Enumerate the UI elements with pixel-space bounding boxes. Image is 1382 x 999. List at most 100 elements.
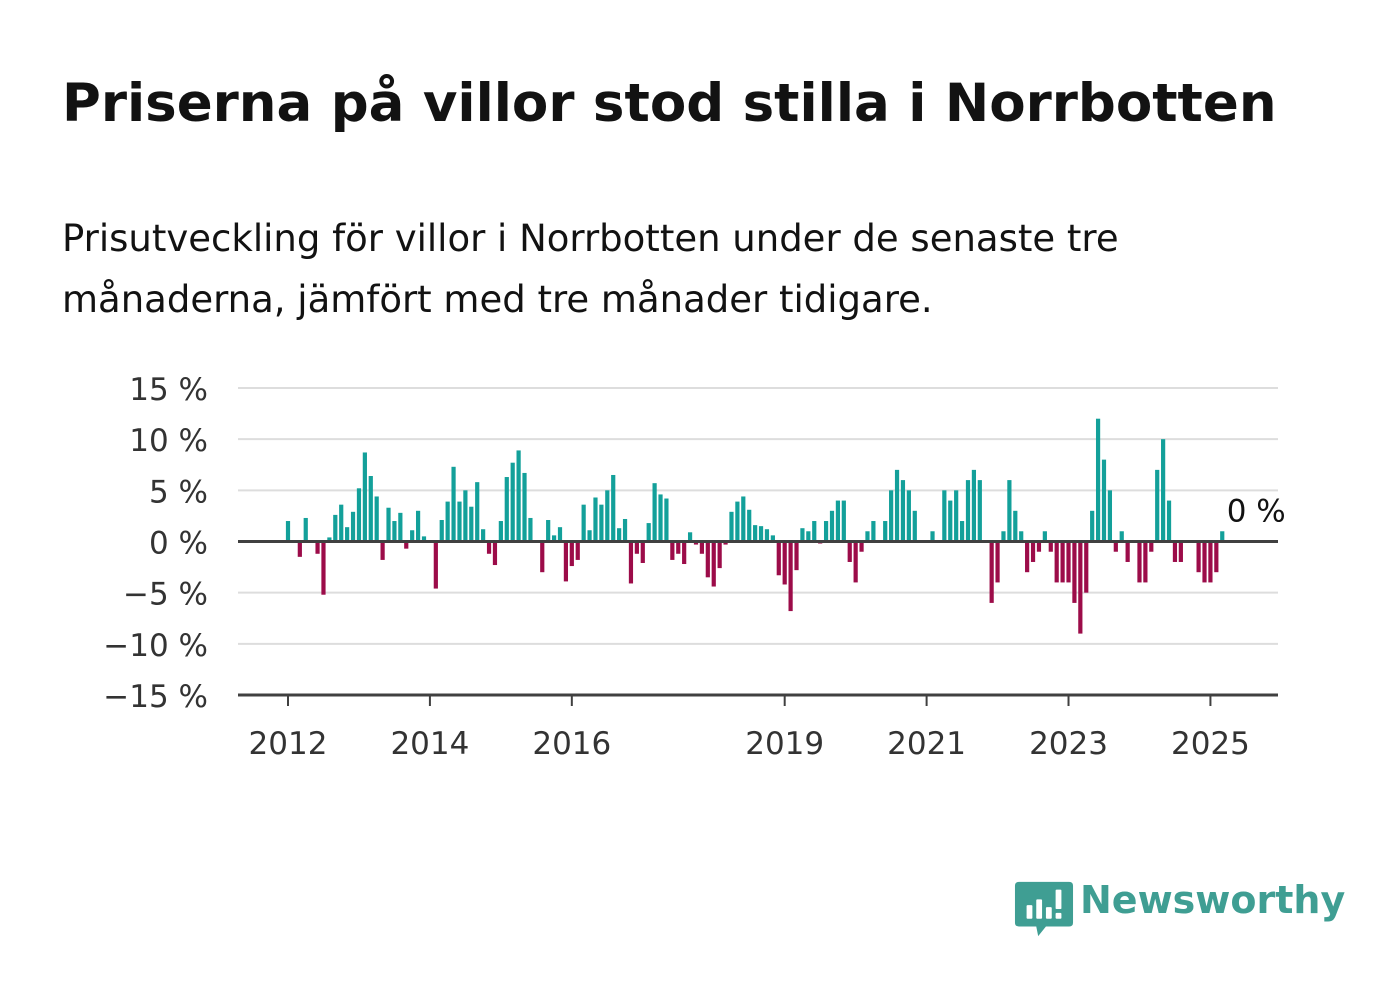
bar [362,452,367,542]
y-tick-label: −15 % [103,679,208,715]
latest-value-label: 0 % [1227,494,1286,530]
axes [238,540,1278,706]
bar [634,541,639,554]
bar [569,541,574,567]
bar-chart: 15 % 10 % 5 % 0 % −5 % −10 % −15 % 2012 2014 2016… [103,372,1286,762]
bar [1220,531,1225,542]
bar [1178,541,1183,562]
bar [965,480,971,542]
bar [1107,490,1113,542]
bar [847,541,852,562]
bar [1054,541,1059,583]
bar [451,466,456,542]
bar [1048,541,1053,552]
chart-title: Priserna på villor stod stilla i Norrbot… [62,73,1277,134]
bar [806,531,811,542]
bar [1149,541,1154,552]
bar [906,490,911,542]
bar [800,528,805,542]
newsworthy-logo-icon [1014,881,1074,937]
bar [1161,439,1166,542]
bar [557,527,563,542]
bar [421,536,427,542]
bar [587,530,592,542]
bar [504,477,509,542]
bar [989,541,994,603]
bar [753,525,758,542]
bar [900,480,906,542]
bar [1060,541,1065,583]
bar [682,541,687,565]
bar [516,450,521,542]
bar [605,490,610,542]
bar [581,504,586,542]
bar [439,520,444,542]
bar [865,531,870,542]
bar [1166,500,1172,542]
bar [758,526,764,542]
bar [1172,541,1178,562]
bar [977,480,982,542]
bar [670,541,675,560]
bar [457,501,462,542]
bar [498,521,503,542]
x-tick-label: 2012 [249,726,328,762]
bar [658,494,663,542]
bar [723,541,728,545]
bar [1030,541,1036,562]
bar [522,472,527,542]
bar [1155,469,1160,542]
bar [410,530,415,542]
bar [883,521,888,542]
bar [475,482,480,542]
x-tick-label: 2021 [887,726,966,762]
bar [481,529,486,542]
bar [646,523,651,542]
bar [1095,418,1101,542]
bar [1196,541,1201,573]
bar [356,488,362,542]
bar [640,541,645,563]
bar [889,490,894,542]
bar [705,541,710,578]
grid-lines [238,387,1278,645]
bar [1013,510,1018,542]
bar [445,501,450,542]
bar [1066,541,1071,583]
bar [948,500,953,542]
chart-subtitle: Prisutveckling för villor i Norrbotten u… [62,217,1119,321]
bar [551,535,557,542]
bar [345,527,350,542]
bar [1036,541,1042,552]
x-tick-label: 2019 [745,726,824,762]
y-tick-label: 10 % [129,423,208,459]
bar [776,541,781,576]
bar [433,541,438,589]
bar [486,541,492,554]
bar [303,517,308,542]
bar [380,541,385,560]
bar [622,518,628,542]
bar [853,541,858,583]
bar [327,537,332,542]
bar [463,490,468,542]
bar [321,541,326,595]
x-tick-label: 2023 [1029,726,1108,762]
bar [593,497,598,542]
bar [1202,541,1207,583]
bar [599,504,604,542]
bar [841,500,846,542]
bar [540,541,545,573]
y-tick-label: −5 % [123,577,208,613]
bar [782,541,787,585]
bar [386,507,391,542]
bar [546,520,551,542]
bar [829,510,835,542]
bar [1001,531,1006,542]
bar [687,532,693,542]
bar [398,512,403,542]
bar [333,514,338,542]
bar [959,521,965,542]
bar [912,510,917,542]
bar [794,541,799,571]
